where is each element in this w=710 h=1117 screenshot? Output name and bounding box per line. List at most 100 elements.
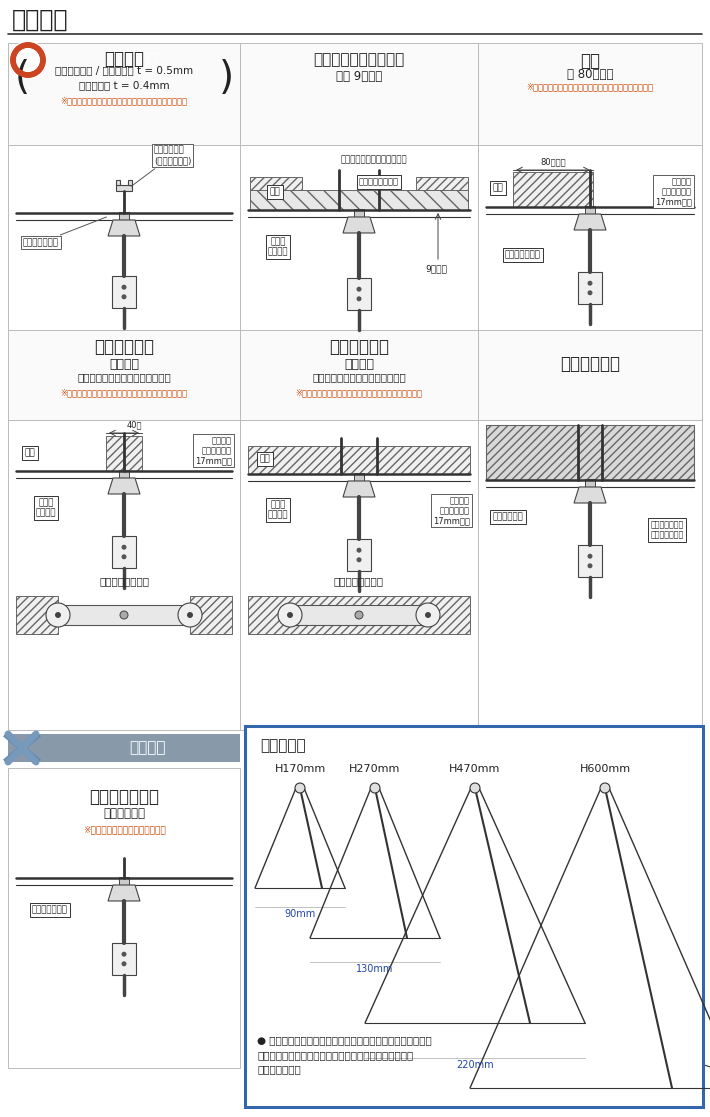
Circle shape xyxy=(55,612,61,618)
Bar xyxy=(112,943,136,975)
Bar xyxy=(240,42,478,145)
Text: （野縁に対して本体バーが垂直）: （野縁に対して本体バーが垂直） xyxy=(77,372,171,382)
Text: コンクリート: コンクリート xyxy=(493,513,523,522)
Text: 220mm: 220mm xyxy=(457,1060,494,1070)
Text: コンクリート: コンクリート xyxy=(560,355,620,373)
Bar xyxy=(8,768,240,1068)
Bar xyxy=(478,330,702,420)
Text: H600mm: H600mm xyxy=(579,764,630,774)
Bar xyxy=(240,420,478,731)
Bar xyxy=(8,330,240,420)
Text: ※ブラケットが中心にくるように取付けしてください。: ※ブラケットが中心にくるように取付けしてください。 xyxy=(527,82,653,90)
Text: 9㎜以上: 9㎜以上 xyxy=(425,264,447,273)
Text: 取付不可: 取付不可 xyxy=(130,741,166,755)
Circle shape xyxy=(356,296,361,302)
Bar xyxy=(578,545,602,577)
Bar xyxy=(347,540,371,571)
Text: 40㎜: 40㎜ xyxy=(126,420,142,429)
Circle shape xyxy=(370,783,380,793)
Circle shape xyxy=(600,783,610,793)
Bar xyxy=(486,424,694,480)
Text: 厘さ 9㎡以上: 厘さ 9㎡以上 xyxy=(336,70,382,83)
Bar xyxy=(128,180,132,185)
Text: 天井面
仕上げ材: 天井面 仕上げ材 xyxy=(36,498,56,517)
Text: （下から見た図）: （下から見た図） xyxy=(334,576,384,586)
Bar xyxy=(119,470,129,478)
Text: 構造用合板・普通合板: 構造用合板・普通合板 xyxy=(313,52,405,67)
Bar xyxy=(58,605,190,626)
Circle shape xyxy=(121,554,126,560)
Bar xyxy=(478,42,702,145)
Text: 角スタッド t = 0.4mm: 角スタッド t = 0.4mm xyxy=(79,80,169,90)
Text: ● 天井吹りポールの長さによって最大振り幅が異なります。
製品本体が揺れた際、壁などにぶつからないように設置
してください。: ● 天井吹りポールの長さによって最大振り幅が異なります。 製品本体が揺れた際、壁… xyxy=(257,1035,432,1075)
Text: （下から見た図）: （下から見た図） xyxy=(99,576,149,586)
Circle shape xyxy=(120,611,128,619)
Text: 80㎜以上: 80㎜以上 xyxy=(540,157,566,166)
Polygon shape xyxy=(343,217,375,233)
Text: (: ( xyxy=(14,59,30,97)
Text: 構造用・普通合板: 構造用・普通合板 xyxy=(359,178,399,187)
Circle shape xyxy=(9,41,47,79)
Text: 木部への
ねじ込み深さ
17mm以上: 木部への ねじ込み深さ 17mm以上 xyxy=(195,436,232,466)
Polygon shape xyxy=(574,214,606,230)
Text: 天井面仕上げ材: 天井面仕上げ材 xyxy=(32,906,68,915)
Text: 軽量鉄骨: 軽量鉄骨 xyxy=(104,50,144,68)
Bar xyxy=(354,209,364,217)
Circle shape xyxy=(587,554,593,558)
Circle shape xyxy=(121,294,126,299)
Text: 取付可能: 取付可能 xyxy=(121,52,158,67)
Polygon shape xyxy=(108,885,140,901)
Bar xyxy=(478,145,702,330)
Bar xyxy=(290,605,428,626)
Bar xyxy=(116,180,120,185)
Bar xyxy=(119,877,129,885)
Circle shape xyxy=(121,545,126,550)
Bar xyxy=(16,596,58,634)
Text: 90mm: 90mm xyxy=(285,909,316,919)
Bar xyxy=(190,596,232,634)
Text: 野縁: 野縁 xyxy=(270,188,280,197)
Bar xyxy=(416,176,468,207)
Bar xyxy=(8,42,240,145)
Circle shape xyxy=(121,285,126,289)
Text: 対応下地: 対応下地 xyxy=(12,8,68,32)
Text: 最大振り幅: 最大振り幅 xyxy=(260,738,305,753)
Bar xyxy=(116,185,132,191)
Text: ※ブラケットが中心にくるように取付けしてください。: ※ブラケットが中心にくるように取付けしてください。 xyxy=(295,388,422,397)
Text: 野縁（木部）: 野縁（木部） xyxy=(329,338,389,356)
Text: 天井面
仕上げ材: 天井面 仕上げ材 xyxy=(268,500,288,519)
Circle shape xyxy=(178,603,202,627)
Text: 天井面
仕上げ材: 天井面 仕上げ材 xyxy=(268,237,288,257)
Circle shape xyxy=(287,612,293,618)
Text: 野縁（木部）: 野縁（木部） xyxy=(94,338,154,356)
Circle shape xyxy=(356,287,361,292)
Bar xyxy=(347,278,371,311)
Polygon shape xyxy=(108,220,140,236)
Circle shape xyxy=(470,783,480,793)
Polygon shape xyxy=(108,478,140,494)
Bar xyxy=(245,726,703,1107)
Text: ※アンカー・プラグの併用も不可: ※アンカー・プラグの併用も不可 xyxy=(82,825,165,834)
Bar xyxy=(354,472,364,481)
Circle shape xyxy=(295,783,305,793)
Text: 天井面仕上げ材: 天井面仕上げ材 xyxy=(23,217,106,247)
Bar xyxy=(248,446,470,474)
Text: シングルバー / ダブルバー t = 0.5mm: シングルバー / ダブルバー t = 0.5mm xyxy=(55,65,193,75)
Polygon shape xyxy=(343,481,375,497)
Bar xyxy=(8,145,240,330)
Text: ): ) xyxy=(219,59,234,97)
Text: ※ブラケットが中心にくるように取付けしてください。: ※ブラケットが中心にくるように取付けしてください。 xyxy=(60,388,187,397)
Text: H170mm: H170mm xyxy=(274,764,326,774)
Bar xyxy=(240,330,478,420)
Text: 野縁: 野縁 xyxy=(25,449,36,458)
Circle shape xyxy=(425,612,431,618)
Circle shape xyxy=(587,290,593,295)
Bar xyxy=(250,176,302,207)
Circle shape xyxy=(587,563,593,569)
Bar xyxy=(248,596,470,634)
Circle shape xyxy=(121,962,126,966)
Text: 水平方向: 水平方向 xyxy=(344,359,374,371)
Circle shape xyxy=(278,603,302,627)
Text: （野縁に対して本体バーが水平）: （野縁に対して本体バーが水平） xyxy=(312,372,406,382)
Circle shape xyxy=(355,611,363,619)
